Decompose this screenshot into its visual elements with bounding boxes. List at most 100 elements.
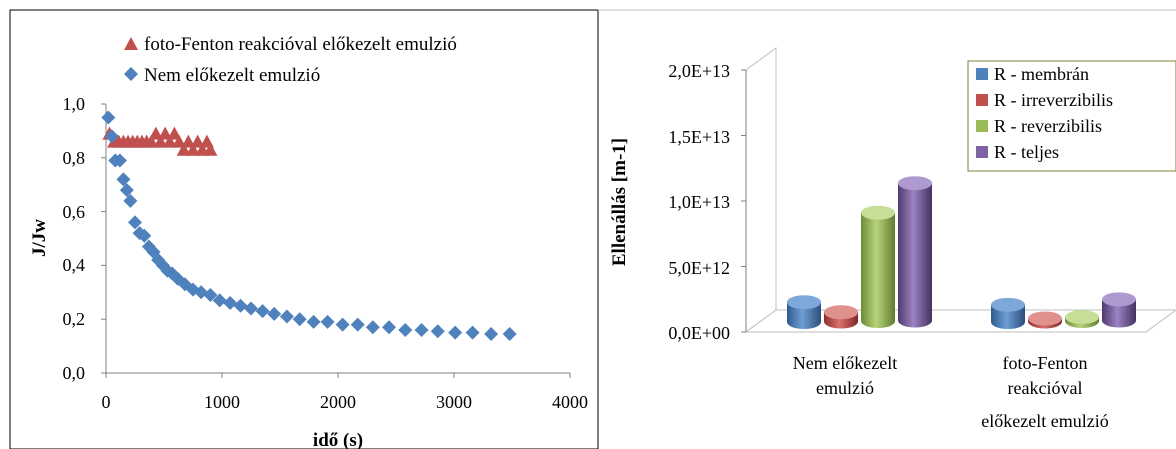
legend-label-membran: R - membrán <box>994 64 1089 84</box>
x-tick-label: 3000 <box>436 392 472 412</box>
fenton-data-point <box>181 134 196 148</box>
bar-y-axis-title: Ellenállás [m-1] <box>609 138 630 266</box>
fenton-data-point <box>153 134 168 148</box>
bar-y-tick-label: 2,0E+13 <box>668 61 730 81</box>
scatter-plot-area <box>101 103 571 378</box>
legend-swatch-membran <box>976 68 988 80</box>
bar-cylinder-top <box>991 297 1025 312</box>
bar-cylinder <box>1065 310 1099 328</box>
untreated-data-point <box>465 325 480 340</box>
legend-label-fenton: foto-Fenton reakcióval előkezelt emulzió <box>144 34 457 55</box>
scatter-y-tick-labels: 0,0 0,2 0,4 0,6 0,8 1,0 <box>63 94 86 383</box>
bar-cylinder <box>991 297 1025 329</box>
bar-y-tick-label: 0,0E+00 <box>668 323 730 343</box>
bar-cylinder-top <box>898 176 932 191</box>
untreated-data-point <box>146 244 161 259</box>
untreated-data-point <box>255 304 270 319</box>
untreated-data-point <box>292 312 307 327</box>
bar-cylinder <box>787 295 821 329</box>
legend-swatch-irreverzibilis <box>976 94 988 106</box>
untreated-data-point <box>128 215 142 230</box>
bar-cylinder-top <box>824 305 858 320</box>
fenton-data-point <box>148 126 163 140</box>
y-tick-label: 0,0 <box>63 363 86 383</box>
untreated-data-point <box>223 296 238 311</box>
bar-cylinder <box>861 205 895 328</box>
category-label: reakcióval <box>1008 378 1083 398</box>
bar-cylinder-top <box>1028 311 1062 326</box>
fenton-data-point <box>158 126 173 140</box>
bar-cylinder <box>824 305 858 329</box>
untreated-data-point <box>398 322 413 337</box>
untreated-data-point <box>112 153 127 168</box>
bar-y-tick-label: 5,0E+12 <box>668 258 730 278</box>
bar-cylinder <box>1102 292 1136 328</box>
untreated-data-point <box>244 301 258 316</box>
bar-cylinder-body <box>787 302 821 329</box>
bar-cylinder-body <box>898 183 932 328</box>
legend-marker-diamond <box>124 67 138 81</box>
bar-y-tick-label: 1,0E+13 <box>668 192 730 212</box>
untreated-data-point <box>335 317 350 332</box>
bar-cylinder-top <box>787 295 821 310</box>
left-chart-panel: foto-Fenton reakcióval előkezelt emulzió… <box>9 9 599 449</box>
scatter-legend: foto-Fenton reakcióval előkezelt emulzió… <box>124 34 457 86</box>
untreated-data-point <box>203 287 218 302</box>
bar-cylinder <box>898 176 932 328</box>
untreated-data-point <box>306 314 321 329</box>
untreated-data-point <box>414 322 429 337</box>
legend-swatch-teljes <box>976 146 988 158</box>
scatter-x-tick-labels: 0 1000 2000 3000 4000 <box>102 392 589 412</box>
y-tick-label: 1,0 <box>63 94 86 114</box>
untreated-data-point <box>502 326 517 341</box>
bar-cylinder-top <box>1065 310 1099 325</box>
untreated-data-point <box>448 325 463 340</box>
untreated-data-point <box>267 306 282 321</box>
fenton-data-point <box>162 134 177 148</box>
legend-label-irreverzibilis: R - irreverzibilis <box>994 90 1113 110</box>
x-tick-label: 4000 <box>552 392 588 412</box>
bar-legend: R - membrán R - irreverzibilis R - rever… <box>967 60 1176 172</box>
y-tick-label: 0,2 <box>63 309 86 329</box>
bar-cylinder-body <box>861 212 895 328</box>
legend-label-teljes: R - teljes <box>994 142 1059 162</box>
side-wall <box>745 47 777 333</box>
fenton-data-point <box>167 126 182 140</box>
x-tick-label: 2000 <box>320 392 356 412</box>
bar-legend-box <box>967 60 1176 172</box>
y-tick-label: 0,6 <box>63 202 86 222</box>
fenton-data-point <box>203 142 218 156</box>
bar-cylinder <box>1028 311 1062 329</box>
legend-label-reverzibilis: R - reverzibilis <box>994 116 1102 136</box>
category-label: előkezelt emulzió <box>981 411 1108 431</box>
untreated-data-point <box>279 309 294 324</box>
fenton-data-point <box>190 134 205 148</box>
legend-swatch-reverzibilis <box>976 120 988 132</box>
fenton-data-point <box>176 142 191 156</box>
y-tick-label: 0,8 <box>63 148 86 168</box>
legend-label-untreated: Nem előkezelt emulzió <box>144 65 320 86</box>
x-tick-label: 0 <box>102 392 111 412</box>
untreated-data-point <box>430 324 445 339</box>
untreated-data-point <box>116 172 131 187</box>
bar-y-tick-labels: 0,0E+00 5,0E+12 1,0E+13 1,5E+13 2,0E+13 <box>668 61 730 343</box>
untreated-data-point <box>233 298 248 313</box>
category-label: Nem előkezelt <box>793 353 897 373</box>
scatter-x-axis-title: idő (s) <box>313 430 363 449</box>
bar-plot-area <box>787 176 1136 329</box>
untreated-data-point <box>212 293 227 308</box>
bar-y-tick-label: 1,5E+13 <box>668 127 730 147</box>
fenton-data-point <box>172 134 187 148</box>
untreated-data-point <box>484 326 499 341</box>
x-tick-label: 1000 <box>204 392 240 412</box>
untreated-data-point <box>104 129 119 144</box>
untreated-data-point <box>320 314 335 329</box>
untreated-data-point <box>119 183 134 198</box>
bar-category-labels: Nem előkezelt emulzió foto-Fenton reakci… <box>793 353 1109 431</box>
bar-cylinder-top <box>1102 292 1136 307</box>
scatter-y-axis-title: J/Jw <box>29 219 50 257</box>
right-chart-panel: 0,0E+00 5,0E+12 1,0E+13 1,5E+13 2,0E+13 … <box>598 9 1176 431</box>
legend-marker-triangle <box>124 37 138 50</box>
fenton-data-point <box>186 142 200 156</box>
